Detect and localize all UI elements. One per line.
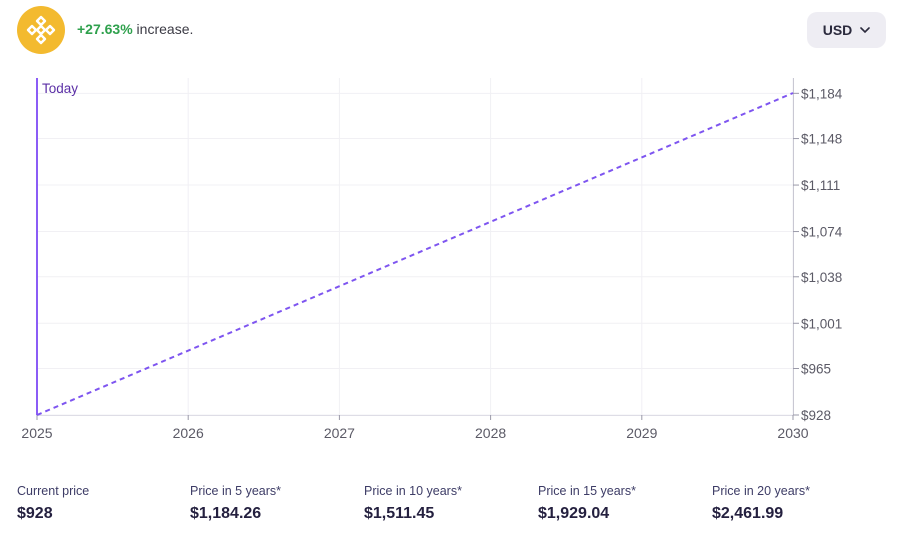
x-tick-label: 2027 bbox=[324, 425, 355, 441]
stat-price-20-years: Price in 20 years* $2,461.99 bbox=[712, 480, 810, 523]
stat-label: Price in 15 years* bbox=[538, 484, 636, 498]
stat-label: Price in 20 years* bbox=[712, 484, 810, 498]
price-change-suffix: increase. bbox=[132, 21, 194, 37]
today-label: Today bbox=[42, 81, 78, 96]
stat-price-5-years: Price in 5 years* $1,184.26 bbox=[190, 480, 281, 523]
stat-label: Price in 10 years* bbox=[364, 484, 462, 498]
stat-value: $1,929.04 bbox=[538, 505, 610, 522]
x-tick-label: 2028 bbox=[475, 425, 506, 441]
y-tick-label: $1,111 bbox=[801, 178, 840, 193]
y-tick-label: $1,074 bbox=[801, 225, 843, 240]
header: +27.63% increase. USD bbox=[0, 0, 900, 62]
x-tick-label: 2026 bbox=[173, 425, 204, 441]
y-tick-label: $965 bbox=[801, 362, 831, 377]
x-tick-label: 2025 bbox=[21, 425, 52, 441]
prediction-line bbox=[36, 92, 794, 416]
y-tick-label: $1,038 bbox=[801, 270, 842, 285]
x-tick-label: 2030 bbox=[777, 425, 808, 441]
stat-price-10-years: Price in 10 years* $1,511.45 bbox=[364, 480, 462, 523]
y-tick-label: $1,184 bbox=[801, 86, 843, 101]
stat-value: $1,511.45 bbox=[364, 505, 435, 522]
price-change-text: +27.63% increase. bbox=[77, 21, 193, 37]
stat-price-15-years: Price in 15 years* $1,929.04 bbox=[538, 480, 636, 523]
stat-value: $928 bbox=[17, 505, 53, 522]
stat-value: $2,461.99 bbox=[712, 505, 784, 522]
currency-select-button[interactable]: USD bbox=[807, 12, 886, 48]
stat-value: $1,184.26 bbox=[190, 505, 262, 522]
price-stats: Current price $928 Price in 5 years* $1,… bbox=[0, 480, 900, 540]
y-tick-label: $1,148 bbox=[801, 132, 842, 147]
chevron-down-icon bbox=[860, 26, 871, 33]
y-tick-label: $1,001 bbox=[801, 316, 842, 331]
price-change-percent: +27.63% bbox=[77, 21, 133, 37]
bnb-logo-glyph bbox=[26, 15, 56, 45]
stat-current-price: Current price $928 bbox=[17, 480, 89, 523]
y-tick-label: $928 bbox=[801, 408, 831, 423]
price-prediction-chart: $928 $965 $1,001 $1,038 $1,074 $1,111 $1,148 $1… bbox=[21, 78, 843, 441]
currency-label: USD bbox=[822, 22, 853, 38]
bnb-coin-icon bbox=[17, 6, 65, 54]
stat-label: Price in 5 years* bbox=[190, 484, 282, 498]
x-tick-label: 2029 bbox=[626, 425, 657, 441]
stat-label: Current price bbox=[17, 484, 90, 498]
